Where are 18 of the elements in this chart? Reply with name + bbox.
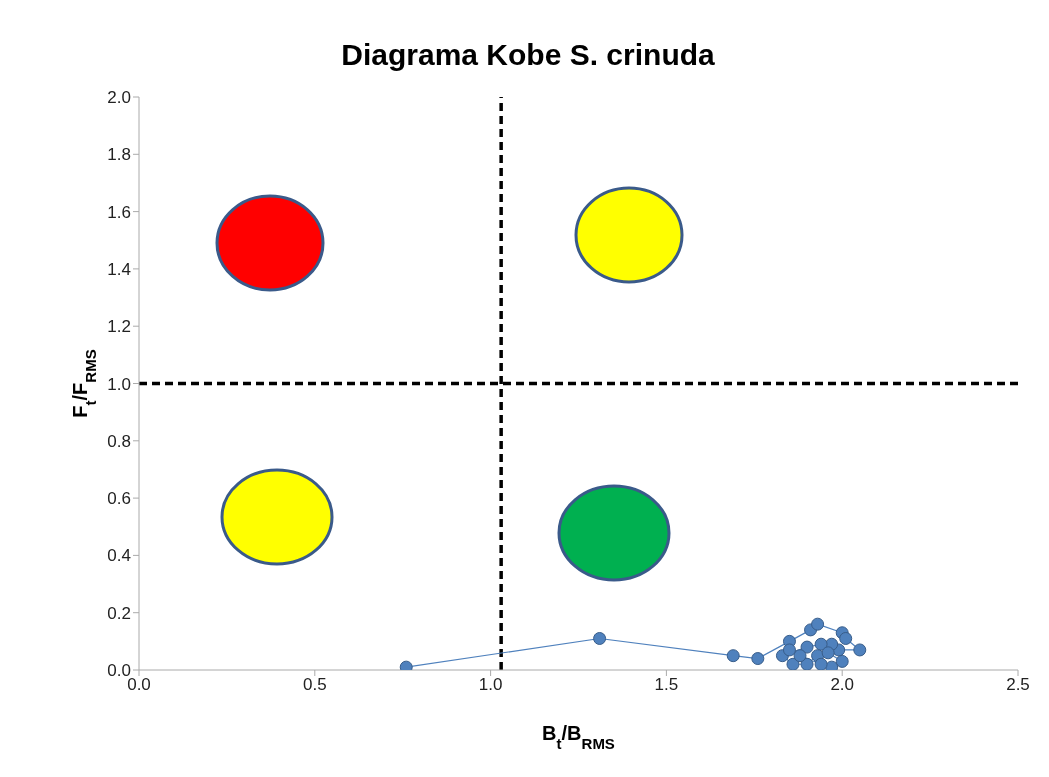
x-tick-label: 1.5 — [654, 675, 679, 695]
x-tick-label: 2.5 — [1006, 675, 1030, 695]
y-tick-label: 1.2 — [107, 317, 131, 337]
y-tick-label: 0.4 — [107, 546, 131, 566]
x-tick-label: 1.0 — [478, 675, 503, 695]
x-tick-label: 0.0 — [127, 675, 151, 695]
y-tick-label: 2.0 — [107, 88, 131, 108]
y-tick-label: 1.6 — [107, 202, 131, 222]
x-tick-label: 2.0 — [830, 675, 855, 695]
x-tick-label: 0.5 — [302, 675, 327, 695]
y-tick-label: 1.4 — [107, 259, 131, 279]
x-axis-title: B$_{t}$/B$_{RMS}$ — [542, 722, 615, 752]
y-tick-label: 1.0 — [107, 374, 131, 394]
y-tick-label: 1.8 — [107, 145, 131, 165]
y-tick-label: 0.8 — [107, 431, 131, 451]
y-tick-label: 0.2 — [107, 603, 131, 623]
chart-title: Diagrama Kobe S. crinuda — [340, 38, 716, 72]
y-tick-label: 0.6 — [107, 489, 131, 509]
